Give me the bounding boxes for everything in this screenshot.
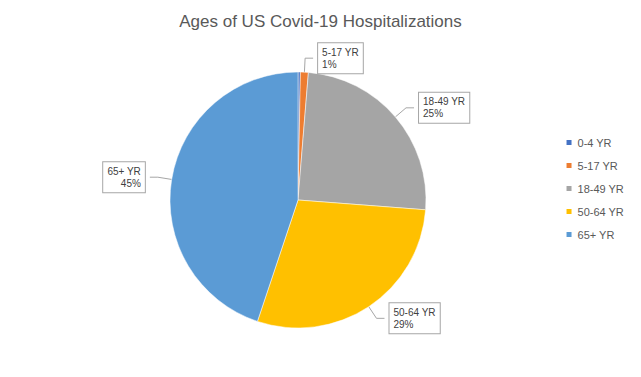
svg-text:5-17 YR: 5-17 YR xyxy=(322,47,359,58)
svg-text:18-49 YR: 18-49 YR xyxy=(578,183,624,195)
svg-text:50-64 YR: 50-64 YR xyxy=(393,307,435,318)
svg-text:45%: 45% xyxy=(121,178,141,189)
svg-text:65+ YR: 65+ YR xyxy=(578,229,615,241)
svg-text:65+ YR: 65+ YR xyxy=(107,166,140,177)
svg-text:18-49 YR: 18-49 YR xyxy=(423,96,465,107)
svg-text:0-4 YR: 0-4 YR xyxy=(578,137,612,149)
svg-text:50-64 YR: 50-64 YR xyxy=(578,206,624,218)
svg-text:Ages of US Covid-19 Hospitaliz: Ages of US Covid-19 Hospitalizations xyxy=(179,12,462,31)
svg-text:5-17 YR: 5-17 YR xyxy=(578,160,618,172)
svg-text:25%: 25% xyxy=(423,108,443,119)
svg-text:1%: 1% xyxy=(322,59,337,70)
svg-text:29%: 29% xyxy=(393,319,413,330)
